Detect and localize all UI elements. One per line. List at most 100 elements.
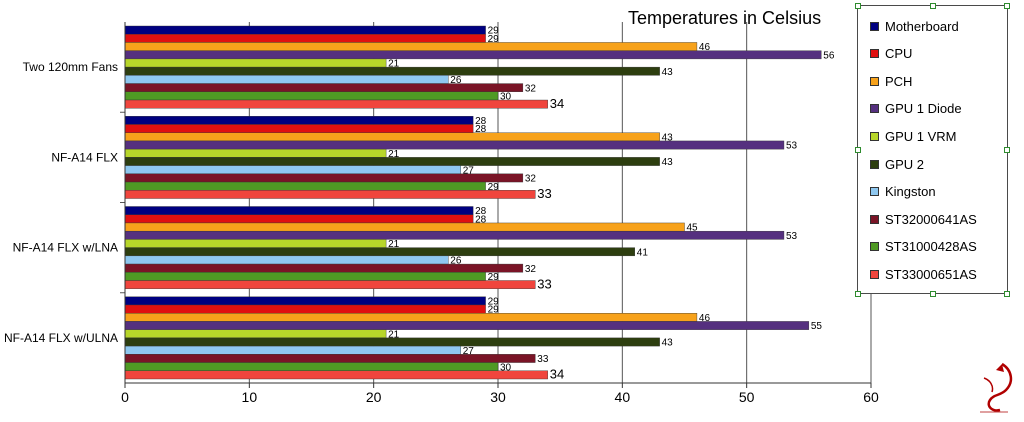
- bar: [124, 58, 387, 68]
- x-tick-label: 50: [739, 389, 755, 405]
- bar: [124, 329, 387, 339]
- legend-swatch: [870, 131, 879, 141]
- bar: [124, 50, 822, 60]
- x-tick-label: 30: [490, 389, 506, 405]
- resize-handle[interactable]: [855, 147, 861, 153]
- legend-swatch: [870, 104, 879, 114]
- bar: [124, 239, 387, 248]
- legend-swatch: [870, 187, 879, 197]
- data-label: 43: [662, 338, 674, 349]
- bar: [124, 255, 449, 265]
- data-label: 27: [463, 165, 475, 176]
- bar: [124, 354, 536, 363]
- legend-label: Motherboard: [885, 18, 959, 34]
- legend-swatch: [870, 214, 879, 224]
- data-label: 34: [550, 96, 564, 111]
- bar: [124, 206, 474, 215]
- data-label: 53: [786, 231, 798, 242]
- bar: [124, 321, 810, 330]
- bar: [124, 34, 486, 43]
- bar: [124, 83, 524, 92]
- legend-item: ST33000651AS: [870, 266, 977, 282]
- bar: [124, 362, 499, 371]
- data-label: 30: [500, 92, 512, 103]
- data-label: 32: [525, 83, 537, 94]
- legend-label: GPU 2: [885, 156, 925, 172]
- data-label: 29: [488, 296, 500, 307]
- legend-label: ST32000641AS: [885, 211, 977, 227]
- data-label: 43: [662, 132, 674, 143]
- data-label: 28: [475, 214, 487, 225]
- bar: [124, 190, 536, 199]
- data-label: 21: [388, 329, 400, 340]
- legend-item: Kingston: [870, 184, 936, 200]
- legend-item: GPU 1 VRM: [870, 128, 957, 144]
- data-label: 29: [488, 272, 500, 283]
- legend-item: GPU 1 Diode: [870, 101, 962, 117]
- bar: [124, 116, 474, 125]
- legend-label: GPU 1 Diode: [885, 101, 962, 117]
- x-tick-label: 10: [242, 389, 258, 405]
- bar: [124, 370, 548, 380]
- legend-label: ST33000651AS: [885, 266, 977, 282]
- bar: [124, 222, 685, 232]
- legend-swatch: [870, 21, 879, 31]
- data-label: 46: [699, 42, 711, 53]
- bar: [124, 296, 486, 306]
- legend-item: ST31000428AS: [870, 239, 977, 255]
- data-label: 21: [388, 59, 400, 70]
- data-label: 26: [450, 256, 462, 267]
- data-label: 21: [388, 239, 400, 250]
- legend-item: CPU: [870, 46, 912, 62]
- data-label: 41: [637, 247, 649, 258]
- bar: [124, 140, 785, 150]
- data-label: 26: [450, 75, 462, 86]
- data-label: 33: [537, 186, 551, 201]
- resize-handle[interactable]: [855, 291, 861, 297]
- legend-label: GPU 1 VRM: [885, 128, 957, 144]
- data-label: 32: [525, 174, 537, 185]
- bar: [124, 165, 461, 175]
- legend-label: ST31000428AS: [885, 239, 977, 255]
- resize-handle[interactable]: [1004, 147, 1010, 153]
- bar: [124, 42, 698, 51]
- data-label: 29: [488, 26, 500, 37]
- bar: [124, 181, 486, 191]
- legend-label: CPU: [885, 46, 913, 62]
- x-tick-label: 40: [615, 389, 631, 405]
- resize-handle[interactable]: [1004, 291, 1010, 297]
- resize-handle[interactable]: [1004, 3, 1010, 9]
- resize-handle[interactable]: [855, 3, 861, 9]
- legend-item: Motherboard: [870, 18, 959, 34]
- legend-item: GPU 2: [870, 156, 924, 172]
- data-label: 21: [388, 149, 400, 160]
- category-label: NF-A14 FLX: [51, 150, 118, 164]
- bar: [124, 25, 486, 35]
- resize-handle[interactable]: [930, 291, 936, 297]
- data-label: 33: [537, 354, 549, 365]
- data-label: 29: [488, 34, 500, 45]
- legend-swatch: [870, 242, 879, 252]
- bar: [124, 99, 548, 109]
- data-label: 53: [786, 141, 798, 152]
- dragon-logo-icon: [980, 362, 1013, 413]
- legend-label: Kingston: [885, 184, 936, 200]
- bar: [124, 304, 486, 314]
- legend-item: ST32000641AS: [870, 211, 977, 227]
- category-label: NF-A14 FLX w/LNA: [13, 241, 118, 255]
- bar: [124, 132, 660, 142]
- bar: [124, 337, 660, 347]
- data-label: 33: [537, 276, 551, 291]
- category-label: NF-A14 FLX w/ULNA: [4, 331, 118, 345]
- data-label: 28: [475, 206, 487, 217]
- data-label: 29: [488, 305, 500, 316]
- bar: [124, 280, 536, 289]
- legend[interactable]: Motherboard CPU PCH GPU 1 Diode GPU 1 VRM GPU…: [855, 3, 1010, 297]
- data-label: 45: [687, 223, 699, 234]
- bar: [124, 75, 449, 84]
- legend-swatch: [870, 49, 879, 59]
- resize-handle[interactable]: [930, 3, 936, 9]
- data-label: 43: [662, 67, 674, 78]
- bar: [124, 157, 660, 166]
